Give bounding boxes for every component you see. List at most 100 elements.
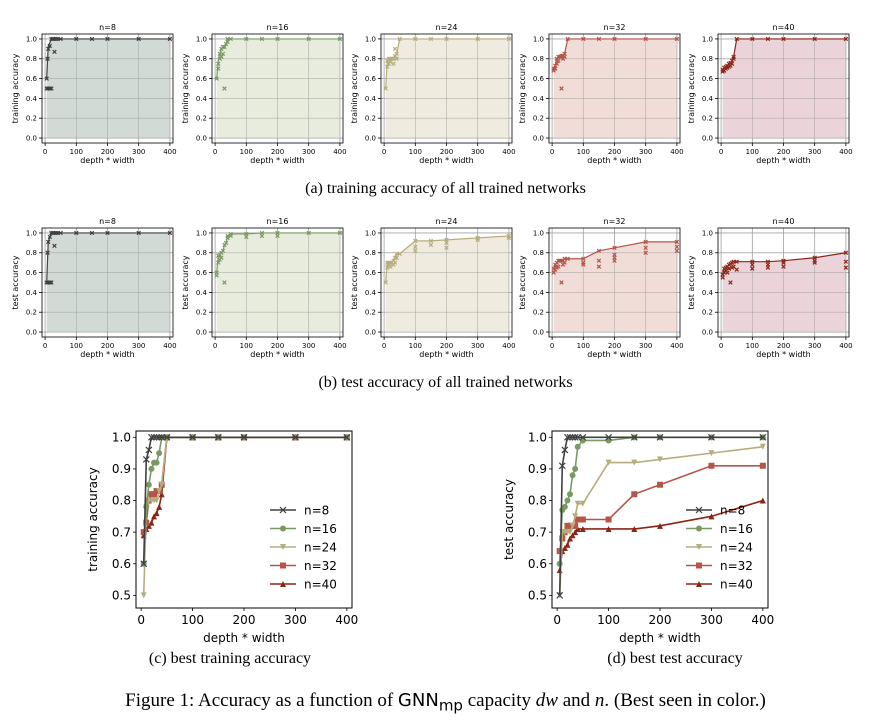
data-point (337, 36, 343, 42)
data-point (383, 86, 388, 91)
data-point (554, 61, 560, 66)
x-tick-label: 300 (700, 613, 723, 627)
y-axis-label: test accuracy (181, 255, 190, 309)
legend-item: n=32 (270, 559, 337, 573)
test-panel-3: 0 100 200 300 400 0.0 0.2 0.4 0.6 0.8 1.0 n=24 depth… (350, 217, 516, 359)
x-tick-label: 400 (333, 148, 346, 156)
legend-label: n=24 (304, 541, 337, 555)
x-tick-label: 400 (839, 342, 852, 350)
series-point (579, 525, 586, 532)
series-point (148, 519, 155, 526)
series-n8 (140, 433, 351, 568)
y-tick-label: 0.2 (702, 115, 713, 123)
series-point (566, 433, 574, 441)
data-point (596, 264, 602, 269)
data-point (562, 260, 567, 265)
series-line (142, 436, 347, 564)
data-point (444, 36, 449, 42)
y-axis-label: training accuracy (86, 467, 100, 571)
and-text: and (562, 690, 591, 711)
data-point (222, 44, 227, 50)
data-point (275, 233, 280, 239)
dw-symbol: dw (535, 690, 558, 711)
data-point (45, 250, 50, 255)
best-area (385, 38, 509, 139)
data-point (720, 275, 725, 280)
x-tick-label: 200 (440, 148, 453, 156)
y-tick-label: 0.8 (528, 494, 547, 508)
best-area (216, 232, 340, 333)
series-point (605, 459, 612, 466)
series-point (151, 491, 157, 498)
data-point (643, 36, 648, 42)
x-tick-label: 300 (639, 148, 652, 156)
x-tick-label: 400 (751, 613, 774, 627)
data-point (556, 58, 561, 63)
y-tick-label: 0.8 (196, 249, 207, 257)
legend-item: n=40 (270, 578, 337, 592)
data-point (219, 255, 224, 260)
series-point (153, 497, 160, 504)
series-point (145, 481, 152, 488)
y-tick-label: 0.8 (112, 494, 131, 508)
y-tick-label: 0.4 (365, 95, 377, 103)
series-point (561, 446, 569, 454)
y-tick-label: 0.5 (528, 589, 547, 603)
data-point (58, 36, 63, 42)
best-area (553, 38, 677, 139)
y-tick-label: 0.6 (702, 269, 714, 277)
data-point (750, 266, 755, 271)
panel-title: n=16 (267, 217, 289, 226)
panel-title: n=16 (267, 23, 289, 32)
y-tick-label: 0.6 (702, 75, 714, 83)
y-tick-label: 0.6 (26, 269, 38, 277)
data-point (385, 265, 390, 270)
x-tick-label: 300 (302, 148, 315, 156)
y-tick-label: 0.2 (196, 115, 207, 123)
data-point (216, 61, 221, 66)
data-point (49, 86, 54, 91)
series-point (657, 522, 663, 529)
series-point (561, 544, 568, 551)
y-tick-label: 0.4 (533, 289, 545, 297)
series-point (153, 433, 160, 441)
train-panel-2: 0 100 200 300 400 0.0 0.2 0.4 0.6 0.8 1.0 n=16 depth… (181, 23, 347, 165)
y-axis-label: training accuracy (181, 53, 190, 123)
train-panel-1: 0 100 200 300 400 0.0 0.2 0.4 0.6 0.8 1.0 n=8 depth … (11, 23, 177, 165)
x-tick-label: 400 (502, 342, 515, 350)
caption-a: (a) training accuracy of all trained net… (305, 180, 586, 197)
x-tick-label: 400 (333, 342, 346, 350)
series-point (148, 433, 155, 441)
y-tick-label: 0.2 (365, 115, 376, 123)
data-point (58, 230, 63, 236)
data-point (612, 258, 617, 263)
data-point (74, 230, 79, 236)
data-point (89, 230, 95, 236)
series-point (569, 532, 576, 539)
y-axis-label: test accuracy (350, 255, 359, 309)
series-n8 (556, 433, 767, 599)
y-tick-label: 0.6 (365, 269, 377, 277)
data-point (596, 248, 602, 254)
x-tick-label: 200 (233, 613, 256, 627)
series-point (631, 525, 638, 532)
y-tick-label: 0.6 (365, 75, 377, 83)
x-axis-label: depth * width (419, 156, 473, 165)
figure-caption: Figure 1: Accuracy as a function of GNNm… (0, 690, 891, 715)
series-point (156, 503, 163, 510)
data-point (413, 248, 418, 254)
data-point (413, 244, 418, 250)
legend: n=8 n=16 n=24 n=32 n=40 (686, 504, 753, 592)
legend-label: n=16 (304, 522, 337, 536)
series-point (158, 433, 166, 441)
data-point (306, 230, 311, 236)
data-point (674, 36, 680, 42)
y-tick-label: 0.6 (26, 75, 38, 83)
y-tick-label: 1.0 (26, 35, 37, 43)
data-point (643, 245, 648, 251)
y-tick-label: 0.4 (533, 95, 545, 103)
data-point (228, 36, 233, 42)
data-point (731, 56, 736, 61)
y-tick-label: 0.2 (26, 309, 37, 317)
data-point (394, 51, 399, 57)
